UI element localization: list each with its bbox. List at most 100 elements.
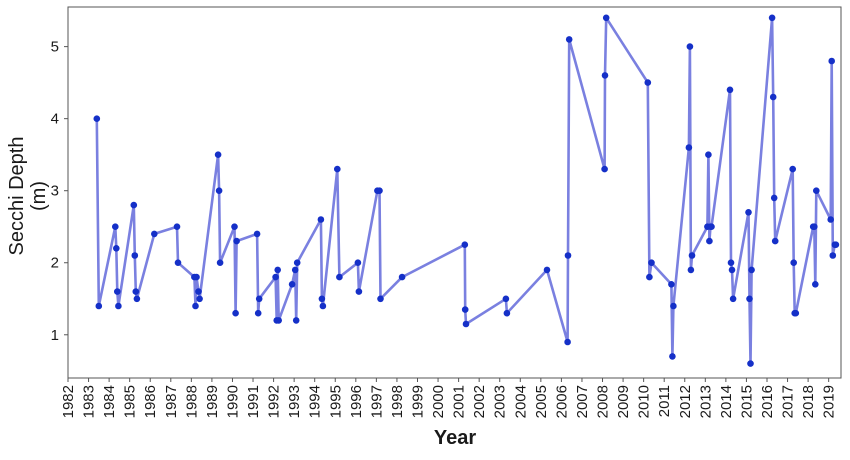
data-point [686,43,694,50]
x-tick-label: 1989 [204,385,221,418]
data-point [255,295,263,303]
data-point [668,281,675,288]
y-tick-label: 5 [51,39,59,56]
data-point [398,273,406,281]
data-point [195,288,202,295]
x-tick-label: 2018 [800,385,817,418]
y-axis-ticks: 1 2 3 4 5 [51,39,68,344]
data-point [231,223,238,230]
x-tick-label: 2002 [471,385,488,418]
data-point [174,259,182,267]
data-point [115,302,122,310]
x-tick-label: 2000 [430,385,447,418]
data-point [292,317,300,324]
x-tick-label: 1984 [101,385,118,418]
data-point [827,216,834,223]
data-point [503,309,511,317]
data-point [769,93,777,101]
x-tick-label: 1999 [409,385,426,418]
data-point [317,216,325,223]
data-point [771,237,779,245]
x-tick-label: 2019 [821,385,838,418]
data-point [233,237,240,245]
data-point [95,302,103,310]
data-point [670,302,677,310]
data-point [565,36,573,43]
x-tick-label: 2008 [595,385,612,418]
x-tick-label: 2003 [492,385,509,418]
data-point [669,353,676,360]
data-point [685,144,693,151]
data-point [726,86,734,94]
data-point [216,259,224,267]
data-point [502,295,510,303]
x-tick-label: 1995 [327,385,344,418]
x-tick-label: 1986 [142,385,159,418]
data-point [706,237,713,245]
data-point [319,302,327,310]
data-point [828,57,835,65]
data-point [193,273,200,281]
x-tick-label: 1997 [368,385,385,418]
data-point [196,295,203,303]
data-point [192,302,199,310]
x-tick-label: 1988 [183,385,200,418]
data-point [745,209,752,216]
x-tick-label: 1994 [307,385,324,418]
plot-frame [67,6,842,379]
x-tick-label: 2017 [780,385,797,418]
data-point [602,14,610,22]
x-tick-label: 2015 [738,385,755,418]
data-point [355,288,363,295]
x-tick-label: 2016 [759,385,776,418]
data-point [354,259,362,267]
x-tick-label: 1998 [389,385,406,418]
data-point [232,309,239,317]
data-point [601,165,608,173]
x-tick-label: 1982 [60,385,77,418]
data-point [377,295,384,303]
data-point [461,241,469,248]
data-point [768,14,776,22]
data-point [132,288,140,295]
data-point [151,230,158,238]
data-point [130,201,138,209]
y-tick-label: 4 [51,111,59,128]
x-tick-label: 2012 [677,385,694,418]
data-point [812,281,819,288]
y-axis-title-line1: Secchi Depth [6,137,28,256]
data-point [687,266,695,274]
data-point [564,252,572,259]
x-axis-title: Year [434,427,476,449]
x-tick-label: 2013 [697,385,714,418]
data-point [254,309,262,317]
data-point [748,266,755,274]
x-tick-label: 2004 [512,385,529,418]
data-point [376,187,383,194]
data-point [318,295,326,303]
data-point [253,230,261,238]
data-point [789,165,796,173]
data-point [746,295,753,303]
y-tick-label: 3 [51,183,59,200]
x-tick-label: 2007 [574,385,591,418]
x-tick-label: 2006 [553,385,570,418]
x-tick-label: 2014 [718,385,735,418]
data-point [729,295,737,303]
x-tick-label: 1992 [266,385,283,418]
series-layer [93,14,840,367]
data-point [173,223,181,230]
data-point [648,259,655,267]
data-point [601,72,609,79]
y-tick-label: 2 [51,255,59,272]
data-point [770,194,778,202]
data-point [644,79,652,86]
data-point [832,241,840,248]
x-tick-label: 1983 [81,385,98,418]
data-point [293,259,301,267]
data-point [274,266,282,274]
data-point [646,273,653,281]
x-tick-label: 1987 [163,385,180,418]
